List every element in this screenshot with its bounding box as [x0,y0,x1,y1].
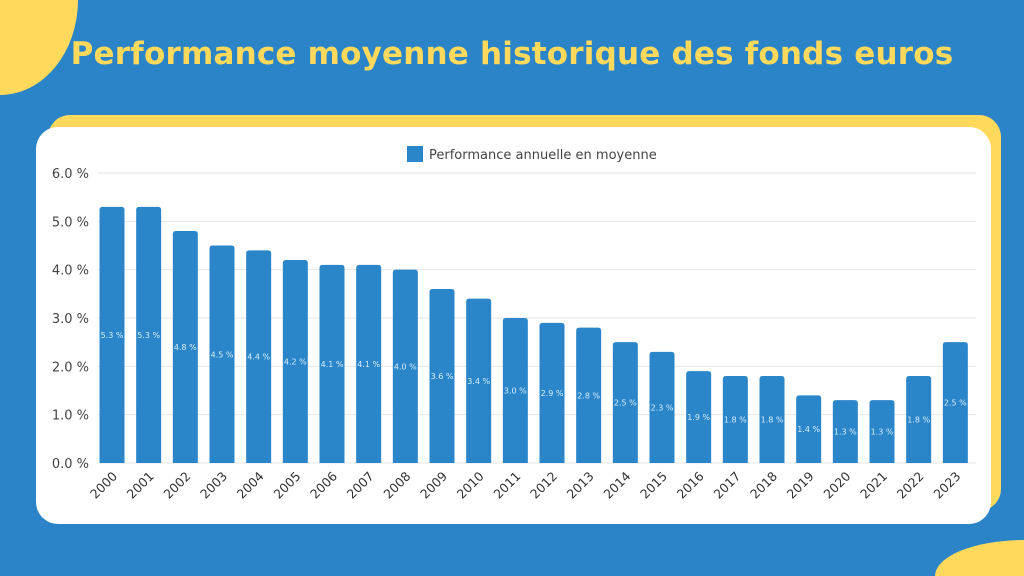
data-label: 1.8 % [761,416,784,425]
x-tick-label: 2023 [930,469,963,502]
data-label: 3.0 % [504,387,527,396]
x-tick-label: 2001 [124,469,157,502]
bar [796,395,822,463]
y-tick-label: 0.0 % [52,457,89,472]
x-tick-label: 2012 [527,469,560,502]
bar [282,260,308,463]
bar [356,264,382,463]
y-tick-label: 4.0 % [52,264,89,279]
data-label: 1.8 % [907,416,930,425]
x-tick-label: 2018 [747,468,780,501]
data-label: 2.5 % [614,399,637,408]
data-label: 5.3 % [101,331,124,340]
data-label: 2.5 % [944,399,967,408]
bar [906,376,932,463]
bar [502,318,528,463]
bar [759,376,785,463]
x-tick-label: 2015 [637,469,670,502]
x-tick-label: 2021 [857,469,890,502]
data-label: 4.1 % [321,360,344,369]
x-tick-label: 2006 [307,468,340,501]
bar [136,206,162,464]
y-tick-label: 3.0 % [52,312,89,327]
y-tick-label: 1.0 % [52,409,89,424]
bar [869,400,895,463]
data-label: 4.4 % [247,353,270,362]
x-tick-label: 2019 [784,468,817,501]
x-tick-label: 2010 [454,468,487,501]
x-tick-label: 2013 [564,469,597,502]
bar [429,289,455,463]
data-label: 1.4 % [797,425,820,434]
data-label: 4.1 % [357,360,380,369]
bar [832,400,858,463]
bar [392,269,418,463]
page-title: Performance moyenne historique des fonds… [70,36,954,72]
legend: Performance annuelle en moyenne [407,146,657,163]
bar [99,206,125,464]
x-tick-label: 2009 [417,468,450,501]
legend-label: Performance annuelle en moyenne [429,148,657,163]
bar [942,342,968,463]
data-label: 3.6 % [431,372,454,381]
x-tick-label: 2004 [234,468,267,501]
data-label: 2.3 % [651,403,674,412]
bar [466,298,492,463]
x-tick-label: 2022 [894,469,927,502]
x-tick-label: 2007 [344,469,377,502]
bar [576,327,602,463]
bar [686,371,712,463]
x-tick-label: 2002 [160,469,193,502]
data-label: 4.0 % [394,362,417,371]
data-label: 1.9 % [687,413,710,422]
bar [649,351,675,463]
legend-swatch [407,146,423,162]
data-label: 4.2 % [284,358,307,367]
x-tick-label: 2011 [490,469,523,502]
y-tick-label: 2.0 % [52,360,89,375]
bar [172,231,198,463]
y-tick-label: 5.0 % [52,215,89,230]
data-label: 2.8 % [577,391,600,400]
x-tick-label: 2020 [820,468,853,501]
x-tick-label: 2003 [197,469,230,502]
bar [319,264,345,463]
y-tick-label: 6.0 % [52,167,89,182]
x-tick-label: 2008 [380,468,413,501]
bar [612,342,638,463]
data-label: 4.5 % [211,350,234,359]
data-label: 1.3 % [871,428,894,437]
data-label: 1.8 % [724,416,747,425]
bar [722,376,748,463]
data-label: 3.4 % [467,377,490,386]
x-tick-label: 2016 [674,468,707,501]
data-label: 5.3 % [137,331,160,340]
bar [209,245,235,463]
x-tick-label: 2017 [710,469,743,502]
x-tick-label: 2000 [87,468,120,501]
data-label: 2.9 % [541,389,564,398]
x-tick-label: 2005 [270,469,303,502]
bar [539,322,565,463]
x-tick-label: 2014 [600,468,633,501]
bar [246,250,272,463]
data-label: 1.3 % [834,428,857,437]
data-label: 4.8 % [174,343,197,352]
